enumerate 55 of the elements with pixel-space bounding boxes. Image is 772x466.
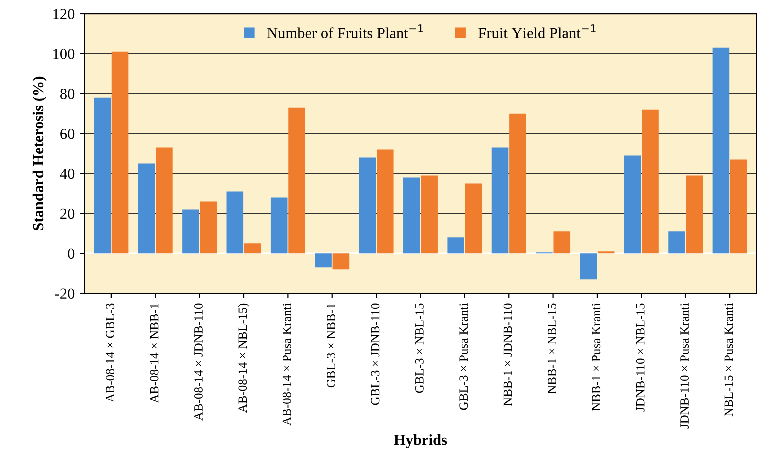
y-tick-label: 20 (60, 208, 75, 220)
x-tick-label: AB-08-14 × Pusa Kranti (282, 304, 292, 426)
bar (200, 202, 218, 254)
bar (642, 110, 659, 254)
bar (288, 108, 306, 254)
x-tick-label: AB-08-14 × JDNB-110 (194, 304, 203, 421)
bar (668, 232, 686, 254)
bar (580, 254, 598, 280)
bar (112, 52, 129, 254)
bar (624, 156, 642, 254)
bar (686, 176, 704, 254)
x-tick-label: GBL-3 × Pusa Kranti (460, 304, 468, 410)
bar (554, 232, 571, 254)
x-tick-label: NBB-1 × Pusa Kranti (592, 304, 601, 412)
x-tick-label: JDNB-110 × NBL-15 (636, 304, 645, 412)
x-tick-label: GBL-3 × JDNB-110 (371, 304, 380, 406)
x-tick-label: GBL-3 × NBL-15 (415, 304, 424, 394)
y-axis-title: Standard Heterosis (%) (32, 76, 47, 230)
x-tick-label: AB-08-14 × GBL-3 (106, 304, 115, 403)
bar (359, 158, 376, 254)
bar (510, 114, 526, 254)
bar (404, 178, 420, 254)
x-tick-label: NBB-1 × NBL-15 (548, 304, 556, 394)
bar (244, 244, 262, 254)
bar (332, 254, 350, 270)
legend-label: Number of Fruits Plant$^{−1}$ (267, 24, 424, 38)
y-tick-label: 0 (68, 248, 75, 260)
bar (730, 160, 748, 254)
x-tick-label: NBL-15 × Pusa Kranti (724, 304, 734, 417)
bar (465, 184, 482, 254)
bar (712, 48, 730, 254)
y-tick-label: 80 (60, 89, 75, 100)
bar (226, 192, 244, 254)
bar (156, 148, 173, 254)
bar (138, 164, 156, 254)
bar (421, 176, 438, 254)
x-tick-label: AB-08-14 × NBL-15) (238, 304, 250, 413)
bar (182, 210, 200, 254)
bar (270, 198, 288, 254)
bar (94, 98, 111, 254)
legend-label: Fruit Yield Plant$^{−1}$ (478, 24, 596, 38)
x-tick-label: JDNB-110 × Pusa Kranti (680, 304, 689, 429)
bar (315, 254, 332, 268)
x-tick-label: GBL-3 × NBB-1 (327, 304, 336, 388)
bar (448, 238, 464, 254)
x-tick-label: AB-08-14 × NBB-1 (150, 304, 159, 404)
y-tick-label: 100 (54, 49, 75, 60)
x-tick-label: NBB-1 × JDNB-110 (504, 304, 512, 406)
y-tick-label: 60 (60, 128, 75, 140)
y-tick-label: -20 (55, 288, 75, 300)
bar (376, 150, 394, 254)
y-tick-label: 120 (54, 9, 75, 20)
x-axis-title: Hybrids (394, 434, 448, 448)
y-tick-label: 40 (60, 168, 75, 180)
bar (492, 148, 509, 254)
